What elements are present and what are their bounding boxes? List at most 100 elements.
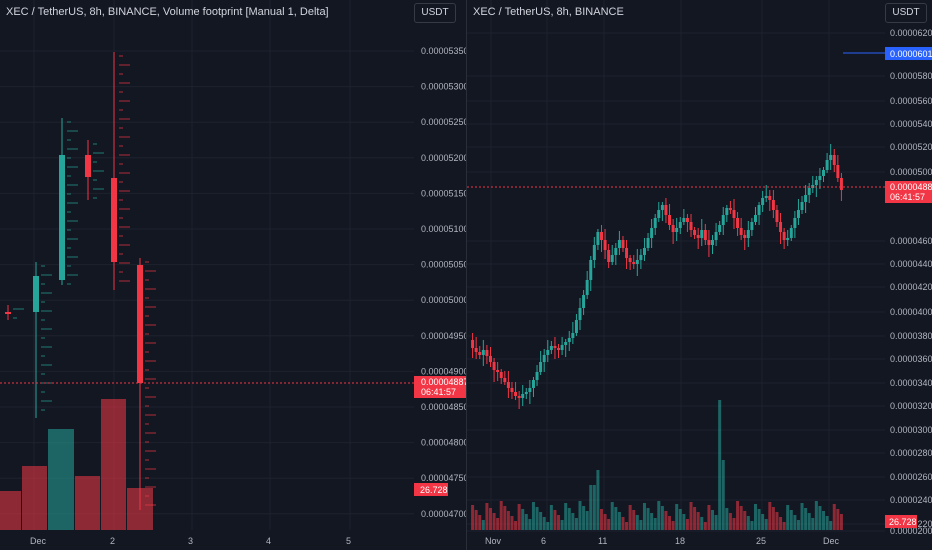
volume-bar: [746, 516, 750, 530]
currency-button[interactable]: USDT: [885, 3, 927, 23]
volume-bar: [510, 516, 514, 530]
footprint-chart-pane[interactable]: 0.00005350 0.00005300 0.00005250 0.00005200…: [0, 0, 466, 550]
candle-body: [471, 340, 475, 348]
candle-body: [589, 260, 593, 280]
candle-body: [839, 178, 843, 190]
candle-body: [625, 248, 629, 258]
volume-bar: [761, 514, 765, 530]
candle-body: [546, 350, 550, 355]
volume-bar: [739, 506, 743, 530]
volume-bar: [703, 522, 707, 530]
time-tick-label: 3: [188, 536, 193, 546]
volume-bar: [668, 516, 672, 530]
candle-body: [822, 170, 826, 176]
volume-bar: [22, 466, 47, 530]
volume-bar: [48, 429, 74, 530]
candle-body: [818, 176, 822, 180]
time-tick-label: 4: [266, 536, 271, 546]
candle-body: [768, 196, 772, 200]
volume-bar: [800, 503, 804, 530]
price-tick-label: 0.00004950: [421, 331, 466, 341]
candle-body: [779, 222, 783, 232]
volume-bar: [521, 509, 525, 530]
candle-body: [732, 210, 736, 218]
candle-body: [632, 262, 636, 264]
volume-bar: [488, 508, 492, 530]
candle-body: [746, 230, 750, 238]
volume-bar: [664, 511, 668, 530]
price-tick-label: 0.00005200: [421, 153, 466, 163]
volume-bar: [804, 508, 808, 530]
volume-bar: [0, 491, 21, 530]
candle-body: [503, 378, 507, 382]
candle-body: [668, 215, 672, 225]
time-axis[interactable]: Nov 6 11 18 25 Dec: [485, 536, 840, 546]
volume-bar: [75, 476, 100, 530]
volume-bar: [675, 504, 679, 530]
candle-body: [725, 208, 729, 215]
countdown-label: 06:41:57: [890, 192, 925, 202]
price-tick-label: 0.00005200: [890, 142, 932, 152]
volume-bar: [474, 510, 478, 530]
volume-bar: [524, 514, 528, 530]
price-tick-label: 0.00005150: [421, 188, 466, 198]
volume-bar: [592, 485, 596, 530]
candle-body: [646, 238, 650, 248]
volume-bar: [818, 506, 822, 530]
candle-body: [718, 225, 722, 232]
volume-bar: [743, 511, 747, 530]
candle-body: [596, 232, 600, 245]
volume-bar: [596, 470, 600, 530]
candle-body: [685, 218, 689, 222]
candle-body: [542, 355, 546, 362]
volume-bar: [653, 518, 657, 530]
candle-body: [771, 200, 775, 210]
candle-body: [807, 188, 811, 195]
footprint-chart[interactable]: 0.00005350 0.00005300 0.00005250 0.00005200…: [0, 0, 466, 550]
price-axis[interactable]: 0.00005350 0.00005300 0.00005250 0.00005200…: [421, 46, 466, 519]
volume-bar: [496, 518, 500, 530]
price-tick-label: 0.00004800: [421, 438, 466, 448]
volume-bar: [582, 506, 586, 530]
volume-bar: [101, 399, 126, 530]
candle-body: [786, 238, 790, 240]
volume-bar: [779, 517, 783, 530]
volume-bar: [650, 513, 654, 530]
candle-body: [775, 210, 779, 222]
volume-bar: [585, 511, 589, 530]
volume-bar: [753, 504, 757, 530]
volume-bar: [771, 507, 775, 530]
volume-bar: [775, 512, 779, 530]
time-axis[interactable]: Dec 2 3 4 5: [30, 536, 351, 546]
volume-bar: [625, 522, 629, 530]
currency-button[interactable]: USDT: [414, 3, 456, 23]
volume-bar: [485, 503, 489, 530]
candle-body: [33, 276, 39, 312]
candle-body: [521, 394, 525, 398]
time-tick-label: Dec: [30, 536, 47, 546]
volume-bar: [549, 505, 553, 530]
volume-bar: [678, 509, 682, 530]
volume-bar: [578, 501, 582, 530]
volume-bar: [718, 400, 722, 530]
candle-body: [514, 392, 518, 396]
volume-bar: [707, 505, 711, 530]
candle-body: [567, 338, 571, 342]
candle-body: [836, 165, 840, 178]
candle-body: [610, 255, 614, 262]
candle-body: [689, 222, 693, 230]
candle-body: [571, 333, 575, 338]
candle-body: [617, 240, 621, 248]
candle-body: [578, 308, 582, 320]
candle-body: [832, 155, 836, 165]
